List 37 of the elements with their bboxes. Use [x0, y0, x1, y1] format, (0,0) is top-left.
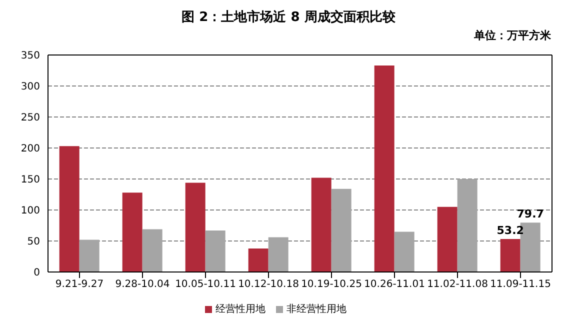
y-tick-label: 0: [34, 268, 40, 279]
bar: [122, 192, 142, 272]
x-tick-label: 11.02-11.08: [427, 279, 488, 290]
y-tick-label: 300: [20, 82, 40, 93]
x-tick-label: 10.26-11.01: [364, 279, 425, 290]
x-tick-label: 10.12-10.18: [238, 279, 299, 290]
y-tick-label: 150: [20, 174, 40, 186]
x-tick-label: 9.21-9.27: [55, 279, 104, 290]
data-label: 53.2: [496, 224, 524, 238]
x-tick-label: 9.28-10.04: [115, 279, 170, 290]
bar: [142, 229, 162, 272]
x-tick-label: 10.05-10.11: [175, 279, 236, 290]
x-tick-label: 11.09-11.15: [490, 279, 551, 290]
bar: [457, 179, 478, 272]
bar: [500, 239, 520, 272]
bar: [331, 188, 352, 272]
bar: [394, 232, 414, 272]
y-tick-label: 350: [20, 50, 40, 62]
bar: [59, 146, 80, 272]
bar: [79, 240, 100, 272]
bar: [205, 230, 226, 272]
chart-title: 图 2：土地市场近 8 周成交面积比较: [180, 8, 396, 27]
y-tick-label: 250: [20, 112, 40, 124]
bar: [374, 66, 394, 272]
chart-subtitle: 单位：万平方米: [473, 28, 552, 44]
legend-label: 经营性用地: [216, 304, 266, 315]
bar: [437, 206, 458, 272]
bar: [311, 178, 332, 272]
y-tick-label: 100: [20, 206, 40, 217]
legend-label: 非经营性用地: [286, 304, 346, 315]
bar: [185, 182, 206, 272]
data-label: 79.7: [516, 208, 544, 221]
x-tick-label: 10.19-10.25: [301, 279, 362, 290]
y-tick-label: 200: [20, 144, 40, 155]
bar: [248, 248, 268, 272]
bar: [268, 237, 288, 272]
y-tick-label: 50: [27, 236, 40, 248]
